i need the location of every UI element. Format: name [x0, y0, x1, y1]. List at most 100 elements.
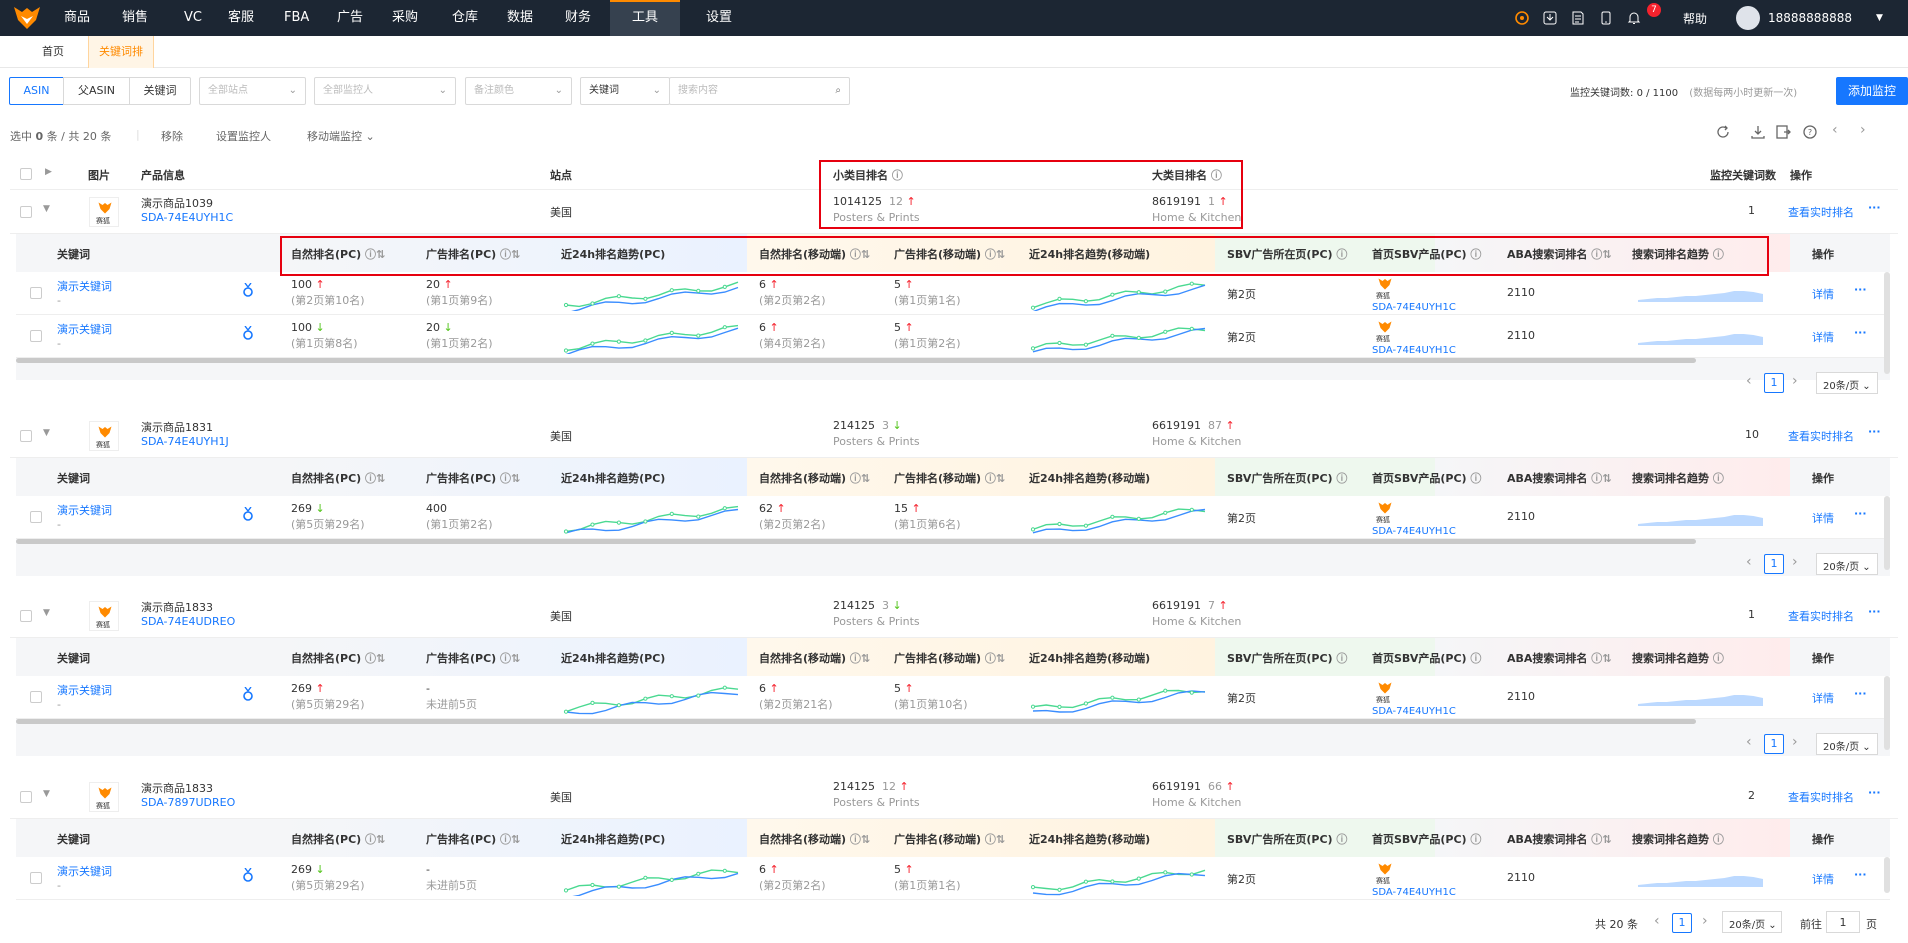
seg-asin[interactable]: ASIN: [9, 77, 64, 105]
keyword-link[interactable]: 演示关键词: [57, 865, 112, 878]
help-circle-icon[interactable]: ⓘ: [1336, 472, 1348, 485]
trend-pc-chart[interactable]: [562, 320, 742, 357]
trend-mobile-chart[interactable]: [1029, 277, 1209, 314]
product-sku[interactable]: SDA-74E4UDREO: [141, 615, 236, 628]
view-realtime-rank-link[interactable]: 查看实时排名: [1788, 610, 1854, 623]
more-icon[interactable]: ···: [1854, 507, 1867, 520]
help-circle-icon[interactable]: ⓘ: [984, 248, 996, 261]
nav-item[interactable]: 设置: [706, 10, 733, 25]
expand-all-icon[interactable]: ▶: [45, 167, 52, 177]
kw-trend-chart[interactable]: [1638, 690, 1763, 709]
product-thumbnail[interactable]: 赛狐: [89, 421, 119, 451]
nav-item[interactable]: 销售: [122, 10, 149, 25]
trend-mobile-chart[interactable]: [1029, 862, 1209, 899]
sort-icon[interactable]: ⇅: [376, 248, 386, 261]
more-icon[interactable]: ···: [1854, 326, 1867, 339]
nav-item[interactable]: FBA: [284, 10, 310, 25]
product-thumbnail[interactable]: 赛狐: [89, 197, 119, 227]
help-circle-icon[interactable]: ⓘ: [849, 248, 861, 261]
chevron-right-icon[interactable]: ›: [1792, 554, 1798, 570]
sort-icon[interactable]: ⇅: [995, 248, 1006, 261]
collapse-icon[interactable]: ▼: [43, 789, 50, 799]
document-icon[interactable]: [1570, 10, 1586, 26]
keyword-checkbox[interactable]: [30, 511, 42, 523]
product-row[interactable]: ▼ 赛狐 演示商品1039 SDA-74E4UYH1C 美国 1014125 12 ↑ Po…: [10, 190, 1898, 234]
chevron-right-icon[interactable]: ›: [1860, 122, 1866, 138]
vertical-scrollbar[interactable]: [1884, 676, 1890, 750]
horizontal-scrollbar[interactable]: [16, 719, 1696, 724]
nav-item[interactable]: 客服: [228, 10, 255, 25]
sbv-product-link[interactable]: SDA-74E4UYH1C: [1372, 706, 1456, 717]
sort-icon[interactable]: ⇅: [376, 472, 386, 485]
sort-icon[interactable]: ⇅: [995, 472, 1006, 485]
sort-icon[interactable]: ⇅: [860, 472, 871, 485]
help-circle-icon[interactable]: ⓘ: [500, 833, 512, 846]
monitor-select[interactable]: 全部监控人 ⌄: [314, 77, 456, 105]
trend-mobile-chart[interactable]: [1029, 320, 1209, 357]
keyword-link[interactable]: 演示关键词: [57, 280, 112, 293]
help-circle-icon[interactable]: ⓘ: [1336, 833, 1348, 846]
sort-icon[interactable]: ⇅: [511, 833, 521, 846]
help-circle-icon[interactable]: ⓘ: [1591, 472, 1603, 485]
kw-trend-chart[interactable]: [1638, 329, 1763, 348]
sort-icon[interactable]: ⇅: [860, 248, 871, 261]
sbv-thumbnail[interactable]: 赛狐: [1372, 276, 1398, 302]
keyword-row[interactable]: 演示关键词 -269 ↓ (第5页第29名) - 未进前5页 6 ↑ (第2页第2名) 5 …: [16, 857, 1890, 900]
chevron-down-icon[interactable]: ▼: [1876, 13, 1883, 23]
help-circle-icon[interactable]: ⓘ: [1336, 652, 1348, 665]
page-size-select[interactable]: 20条/页 ⌄: [1816, 553, 1878, 575]
help-circle-icon[interactable]: ⓘ: [1210, 169, 1222, 182]
product-thumbnail[interactable]: 赛狐: [89, 782, 119, 812]
help-circle-icon[interactable]: ?: [1802, 124, 1818, 143]
product-sku[interactable]: SDA-7897UDREO: [141, 796, 236, 809]
sbv-thumbnail[interactable]: 赛狐: [1372, 319, 1398, 345]
trend-mobile-chart[interactable]: [1029, 681, 1209, 718]
chevron-left-icon[interactable]: ‹: [1746, 373, 1752, 389]
more-icon[interactable]: ···: [1854, 283, 1867, 296]
sort-icon[interactable]: ⇅: [1602, 248, 1612, 261]
sort-icon[interactable]: ⇅: [995, 833, 1006, 846]
kw-trend-chart[interactable]: [1638, 510, 1763, 529]
help-circle-icon[interactable]: ⓘ: [1470, 472, 1482, 485]
chevron-left-icon[interactable]: ‹: [1832, 122, 1838, 138]
detail-link[interactable]: 详情: [1812, 288, 1834, 301]
help-circle-icon[interactable]: ⓘ: [1470, 248, 1482, 261]
product-sku[interactable]: SDA-74E4UYH1J: [141, 435, 229, 448]
seg-keyword[interactable]: 关键词: [129, 77, 191, 105]
sort-icon[interactable]: ⇅: [1602, 833, 1612, 846]
sbv-product-link[interactable]: SDA-74E4UYH1C: [1372, 887, 1456, 898]
sort-icon[interactable]: ⇅: [376, 833, 386, 846]
help-circle-icon[interactable]: ⓘ: [1591, 652, 1603, 665]
nav-item[interactable]: 商品: [64, 10, 91, 25]
help-circle-icon[interactable]: ⓘ: [849, 652, 861, 665]
help-circle-icon[interactable]: ⓘ: [1470, 833, 1482, 846]
vertical-scrollbar[interactable]: [1884, 857, 1890, 893]
more-icon[interactable]: ···: [1854, 687, 1867, 700]
help-circle-icon[interactable]: ⓘ: [1712, 652, 1724, 665]
vertical-scrollbar[interactable]: [1884, 496, 1890, 570]
chevron-left-icon[interactable]: ‹: [1746, 554, 1752, 570]
help-circle-icon[interactable]: ⓘ: [1712, 472, 1724, 485]
keyword-row[interactable]: 演示关键词 - 269 ↓ (第5页第29名) 400 (第1页第2名) 62 ↑ (第2页…: [16, 496, 1890, 539]
collapse-icon[interactable]: ▼: [43, 428, 50, 438]
help-link[interactable]: 帮助: [1683, 11, 1708, 26]
sort-icon[interactable]: ⇅: [1602, 472, 1612, 485]
help-circle-icon[interactable]: ⓘ: [984, 833, 996, 846]
help-circle-icon[interactable]: ⓘ: [1470, 652, 1482, 665]
sort-icon[interactable]: ⇅: [860, 833, 871, 846]
export-icon[interactable]: [1775, 124, 1791, 143]
keyword-checkbox[interactable]: [30, 872, 42, 884]
nav-item[interactable]: 采购: [392, 10, 419, 25]
keyword-checkbox[interactable]: [30, 287, 42, 299]
remove-button[interactable]: 移除: [161, 130, 183, 143]
search-icon[interactable]: ⌕: [835, 85, 841, 96]
product-thumbnail[interactable]: 赛狐: [89, 601, 119, 631]
sbv-thumbnail[interactable]: 赛狐: [1372, 680, 1398, 706]
sort-icon[interactable]: ⇅: [511, 472, 521, 485]
help-circle-icon[interactable]: ⓘ: [500, 652, 512, 665]
download-icon[interactable]: [1542, 10, 1558, 26]
view-realtime-rank-link[interactable]: 查看实时排名: [1788, 430, 1854, 443]
help-circle-icon[interactable]: ⓘ: [1591, 833, 1603, 846]
page-size-select[interactable]: 20条/页 ⌄: [1722, 911, 1782, 933]
kw-trend-chart[interactable]: [1638, 871, 1763, 890]
